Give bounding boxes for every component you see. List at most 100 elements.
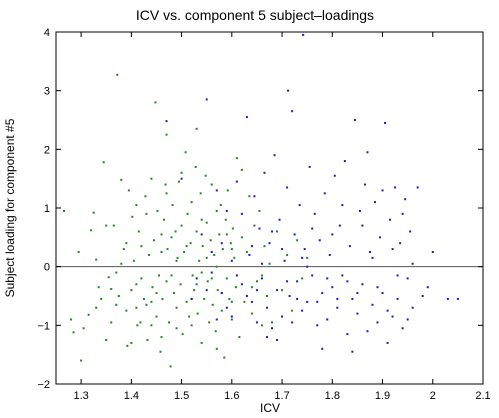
scatter-point — [276, 289, 279, 292]
scatter-point — [82, 327, 85, 330]
scatter-point — [271, 230, 274, 233]
scatter-point — [396, 274, 399, 277]
scatter-point — [255, 280, 258, 283]
scatter-point — [260, 277, 263, 280]
scatter-point — [409, 230, 412, 233]
scatter-point — [131, 215, 134, 218]
scatter-point — [150, 324, 153, 327]
scatter-point — [271, 327, 274, 330]
scatter-point — [144, 195, 147, 198]
scatter-point — [205, 289, 208, 292]
scatter-point — [191, 274, 194, 277]
scatter-point — [154, 101, 157, 104]
scatter-point — [255, 321, 258, 324]
scatter-point — [165, 133, 168, 136]
scatter-point — [175, 306, 178, 309]
scatter-point — [281, 248, 284, 251]
scatter-point — [228, 297, 231, 300]
scatter-point — [195, 283, 198, 286]
scatter-point — [326, 318, 329, 321]
scatter-point — [195, 230, 198, 233]
scatter-point — [183, 251, 186, 253]
scatter-point — [346, 280, 349, 283]
scatter-point — [371, 303, 374, 306]
scatter-point — [160, 336, 163, 339]
scatter-point — [160, 233, 163, 236]
scatter-point — [351, 297, 354, 300]
scatter-point — [171, 204, 174, 207]
scatter-point — [421, 295, 424, 297]
scatter-point — [313, 212, 316, 215]
scatter-point — [205, 221, 208, 224]
x-tick-labels: 1.3 1.4 1.5 1.6 1.7 1.8 1.9 2 2.1 — [73, 390, 490, 402]
scatter-point — [180, 224, 183, 227]
scatter-point — [140, 277, 143, 280]
scatter-point — [198, 259, 201, 262]
scatter-point — [175, 259, 178, 262]
scatter-point — [311, 274, 314, 277]
scatter-point — [174, 230, 177, 233]
scatter-point — [250, 286, 253, 289]
x-tick-label: 1.9 — [375, 390, 390, 402]
scatter-point — [358, 209, 361, 212]
scatter-point — [366, 330, 369, 333]
scatter-point — [287, 89, 290, 92]
scatter-point — [230, 259, 233, 262]
scatter-point — [146, 339, 149, 341]
scatter-point — [248, 195, 251, 198]
x-axis-label: ICV — [260, 401, 280, 415]
scatter-point — [331, 233, 334, 236]
scatter-point — [286, 253, 289, 256]
scatter-point — [248, 253, 251, 256]
y-axis-label: Subject loading for component #5 — [3, 118, 17, 297]
scatter-point — [220, 309, 223, 312]
scatter-point — [336, 297, 339, 300]
scatter-point — [265, 336, 268, 339]
scatter-point — [302, 33, 305, 36]
scatter-point — [426, 286, 429, 289]
scatter-point — [291, 309, 294, 312]
scatter-point — [105, 339, 108, 341]
scatter-point — [233, 256, 236, 259]
scatter-point — [446, 297, 449, 300]
scatter-point — [92, 211, 95, 214]
scatter-point — [268, 262, 271, 265]
scatter-point — [211, 303, 214, 306]
scatter-point — [263, 245, 266, 248]
scatter-point — [194, 165, 197, 168]
scatter-point — [215, 189, 218, 192]
scatter-point — [168, 321, 171, 324]
scatter-point — [161, 297, 164, 300]
y-tick-label: 1 — [44, 203, 50, 215]
scatter-point — [223, 356, 226, 359]
scatter-point — [95, 258, 98, 261]
scatter-point — [371, 256, 374, 259]
scatter-point — [381, 292, 384, 295]
y-tick-label: 2 — [44, 144, 50, 156]
scatter-point — [348, 245, 351, 248]
scatter-point — [238, 336, 241, 339]
scatter-point — [255, 289, 258, 292]
scatter-point — [318, 239, 321, 242]
scatter-point — [181, 333, 184, 336]
scatter-point — [127, 189, 130, 192]
scatter-point — [328, 253, 331, 256]
scatter-point — [203, 297, 206, 300]
scatter-point — [120, 178, 123, 181]
data-points — [63, 33, 459, 368]
scatter-point — [376, 286, 379, 289]
scatter-point — [265, 295, 268, 297]
scatter-point — [361, 283, 364, 286]
scatter-point — [107, 276, 110, 279]
scatter-point — [230, 318, 233, 321]
scatter-point — [100, 297, 103, 300]
scatter-point — [205, 256, 208, 259]
scatter-point — [260, 274, 263, 277]
scatter-point — [214, 330, 217, 333]
scatter-point — [155, 292, 158, 295]
scatter-point — [115, 271, 118, 274]
y-tick-label: 4 — [44, 27, 50, 39]
scatter-point — [213, 253, 216, 256]
scatter-point — [301, 309, 304, 312]
